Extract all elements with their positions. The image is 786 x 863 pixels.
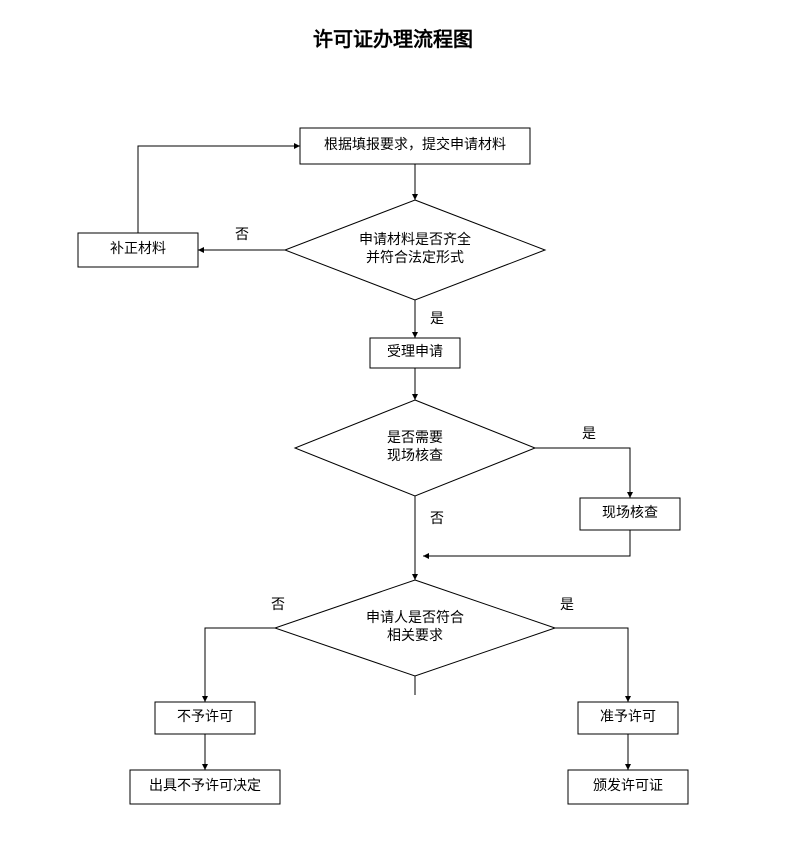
node-deny_doc-label: 出具不予许可决定	[149, 778, 261, 794]
node-approve-label: 准予许可	[600, 709, 656, 725]
arrowhead	[625, 764, 631, 770]
node-issue_cert-label: 颁发许可证	[593, 778, 663, 794]
arrowhead	[198, 247, 204, 253]
arrowhead	[423, 553, 429, 559]
node-req_meet-label: 相关要求	[387, 628, 443, 644]
edge-label: 否	[430, 512, 444, 527]
edge-label: 否	[235, 228, 249, 243]
arrowhead	[627, 492, 633, 498]
node-req_meet-label: 申请人是否符合	[366, 610, 464, 626]
node-site_check-label: 现场核查	[602, 505, 658, 521]
arrowhead	[625, 696, 631, 702]
edge-label: 是	[560, 598, 574, 613]
flowchart-canvas: 许可证办理流程图根据填报要求，提交申请材料补正材料 申请材料是否齐全并符合法定形式…	[0, 0, 786, 863]
arrowhead	[202, 764, 208, 770]
node-deny-label: 不予许可	[177, 709, 233, 725]
node-need_site-label: 是否需要	[387, 430, 443, 446]
edge	[205, 628, 275, 702]
node-correct-label: 补正材料	[110, 241, 166, 257]
arrowhead	[412, 394, 418, 400]
node-check_mat-label: 并符合法定形式	[366, 250, 464, 266]
edge-label: 是	[582, 427, 596, 442]
node-submit-label: 根据填报要求，提交申请材料	[324, 136, 506, 153]
edge	[138, 146, 300, 233]
page-title: 许可证办理流程图	[313, 27, 473, 51]
arrowhead	[294, 143, 300, 149]
arrowhead	[202, 696, 208, 702]
edge	[535, 448, 630, 498]
node-check_mat	[285, 200, 545, 300]
edge-label: 否	[271, 598, 285, 613]
node-check_mat-label: 申请材料是否齐全	[359, 231, 471, 248]
edge	[555, 628, 628, 702]
node-need_site	[295, 400, 535, 496]
edge	[423, 530, 630, 556]
node-req_meet	[275, 580, 555, 676]
edge-label: 是	[430, 312, 444, 327]
node-accept-label: 受理申请	[387, 344, 443, 360]
arrowhead	[412, 194, 418, 200]
arrowhead	[412, 574, 418, 580]
arrowhead	[412, 332, 418, 338]
node-need_site-label: 现场核查	[387, 448, 443, 464]
